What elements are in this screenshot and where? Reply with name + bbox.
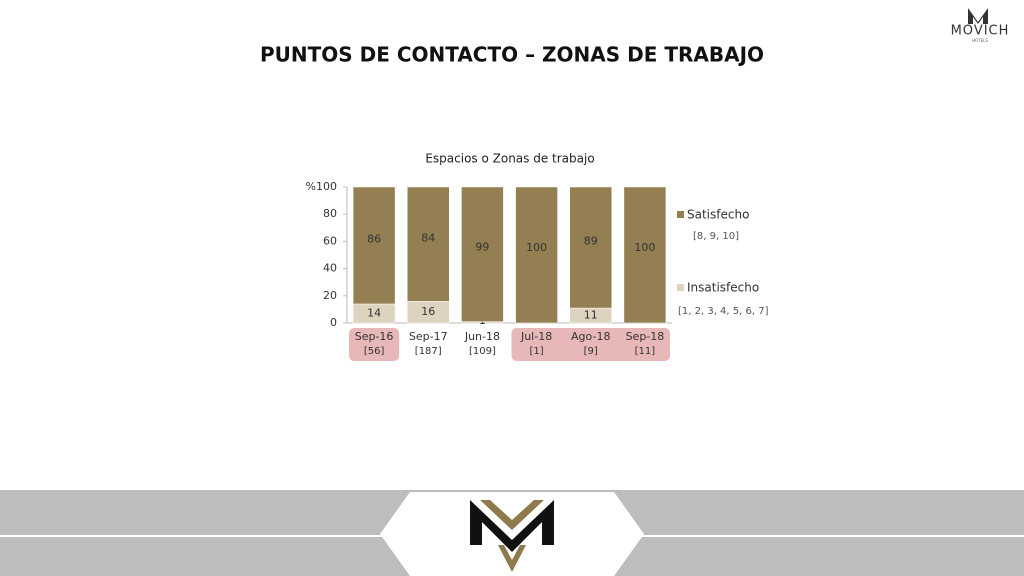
legend-scale: [8, 9, 10] [693,231,739,242]
bar-segment [407,186,450,302]
legend-label: Satisfecho [687,208,749,222]
category-highlight [349,328,400,361]
footer-logo [470,500,554,552]
legend-scale: [1, 2, 3, 4, 5, 6, 7] [678,306,769,317]
bar-segment [623,186,667,324]
category-highlight [511,328,670,361]
logo-sub: HOTELS [972,38,988,43]
data-label: 100 [634,241,655,254]
slide-title: PUNTOS DE CONTACTO – ZONAS DE TRABAJO [260,43,764,67]
bar-segment [352,186,396,305]
footer [0,490,1024,576]
y-tick-label: 40 [323,262,337,275]
x-tick-sample: [56] [364,346,385,357]
chart-title: Espacios o Zonas de trabajo [425,152,594,166]
legend-swatch [677,284,684,291]
data-label: 11 [584,309,598,322]
y-tick-label: %100 [306,180,337,193]
data-label: 16 [421,305,435,318]
data-label: 84 [421,231,435,244]
y-tick-label: 80 [323,207,337,220]
x-tick-label: Ago-18 [571,330,610,343]
logo [968,8,988,24]
bar-segment [515,186,558,324]
bar-segment [461,186,504,322]
x-tick-label: Sep-16 [355,330,394,343]
x-tick-label: Jun-18 [464,330,500,343]
footer-hexagon [380,492,644,576]
data-label: 14 [367,306,381,319]
y-tick-label: 0 [330,316,337,329]
x-tick-sample: [9] [584,346,598,357]
x-tick-sample: [109] [469,346,496,357]
data-label: 89 [584,234,598,247]
x-tick-sample: [1] [529,346,543,357]
data-label: 100 [526,241,547,254]
bar-segment [569,186,612,309]
x-tick-label: Sep-17 [409,330,448,343]
x-tick-sample: [187] [415,346,442,357]
y-tick-label: 60 [323,234,337,247]
x-tick-sample: [11] [635,346,656,357]
legend-swatch [677,211,684,218]
x-tick-label: Jul-18 [520,330,552,343]
y-tick-label: 20 [323,289,337,302]
logo-text: MOVICH [951,24,1010,39]
data-label: 86 [367,233,381,246]
x-tick-label: Sep-18 [626,330,665,343]
logo-mark [968,8,988,24]
legend-label: Insatisfecho [687,281,759,295]
data-label: 99 [475,241,489,254]
